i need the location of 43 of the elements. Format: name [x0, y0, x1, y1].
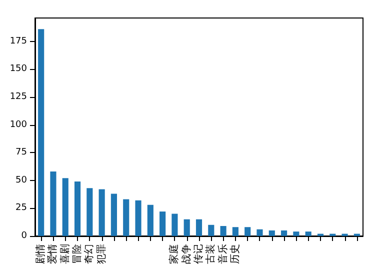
bar: [196, 219, 202, 236]
bar: [232, 227, 238, 236]
x-tick-label: 传记: [192, 244, 204, 264]
y-tick-label: 25: [16, 203, 27, 214]
bar: [123, 199, 130, 236]
y-tick-label: 175: [10, 36, 27, 46]
bar: [220, 226, 226, 236]
bar: [160, 212, 166, 236]
bar: [184, 219, 190, 236]
y-tick-label: 100: [10, 120, 28, 130]
x-tick-label: 喜剧: [58, 244, 71, 264]
x-tick-label: 战争: [180, 244, 192, 264]
bar: [110, 194, 117, 236]
x-tick-label: 历史: [228, 244, 241, 264]
bar: [74, 182, 81, 236]
y-tick-label: 50: [16, 175, 28, 186]
bar: [38, 29, 44, 236]
y-tick-label: 150: [10, 64, 28, 74]
bar: [281, 230, 288, 236]
bar: [305, 232, 312, 236]
bar: [50, 171, 56, 236]
x-tick-label: 剧情: [34, 244, 47, 264]
bar: [256, 229, 263, 236]
bar: [268, 230, 275, 236]
bar: [98, 189, 105, 236]
bar: [86, 188, 93, 236]
bar: [208, 224, 214, 236]
y-tick-label: 75: [16, 148, 27, 158]
x-tick-label: 冒险: [71, 244, 84, 264]
x-tick-label: 家庭: [168, 244, 180, 264]
x-tick-label: 爱情: [46, 244, 59, 264]
y-tick-label: 0: [21, 231, 28, 241]
y-tick-label: 125: [10, 92, 27, 102]
x-tick-label: 奇幻: [83, 244, 96, 264]
bar: [147, 204, 154, 236]
bar: [172, 214, 178, 236]
bar: [293, 232, 300, 236]
bar: [135, 200, 142, 236]
x-tick-label: 古装: [204, 244, 217, 264]
x-tick-label: 犯罪: [96, 244, 108, 264]
x-tick-label: 音乐: [216, 244, 229, 264]
bar: [244, 227, 251, 236]
bar: [62, 178, 68, 236]
